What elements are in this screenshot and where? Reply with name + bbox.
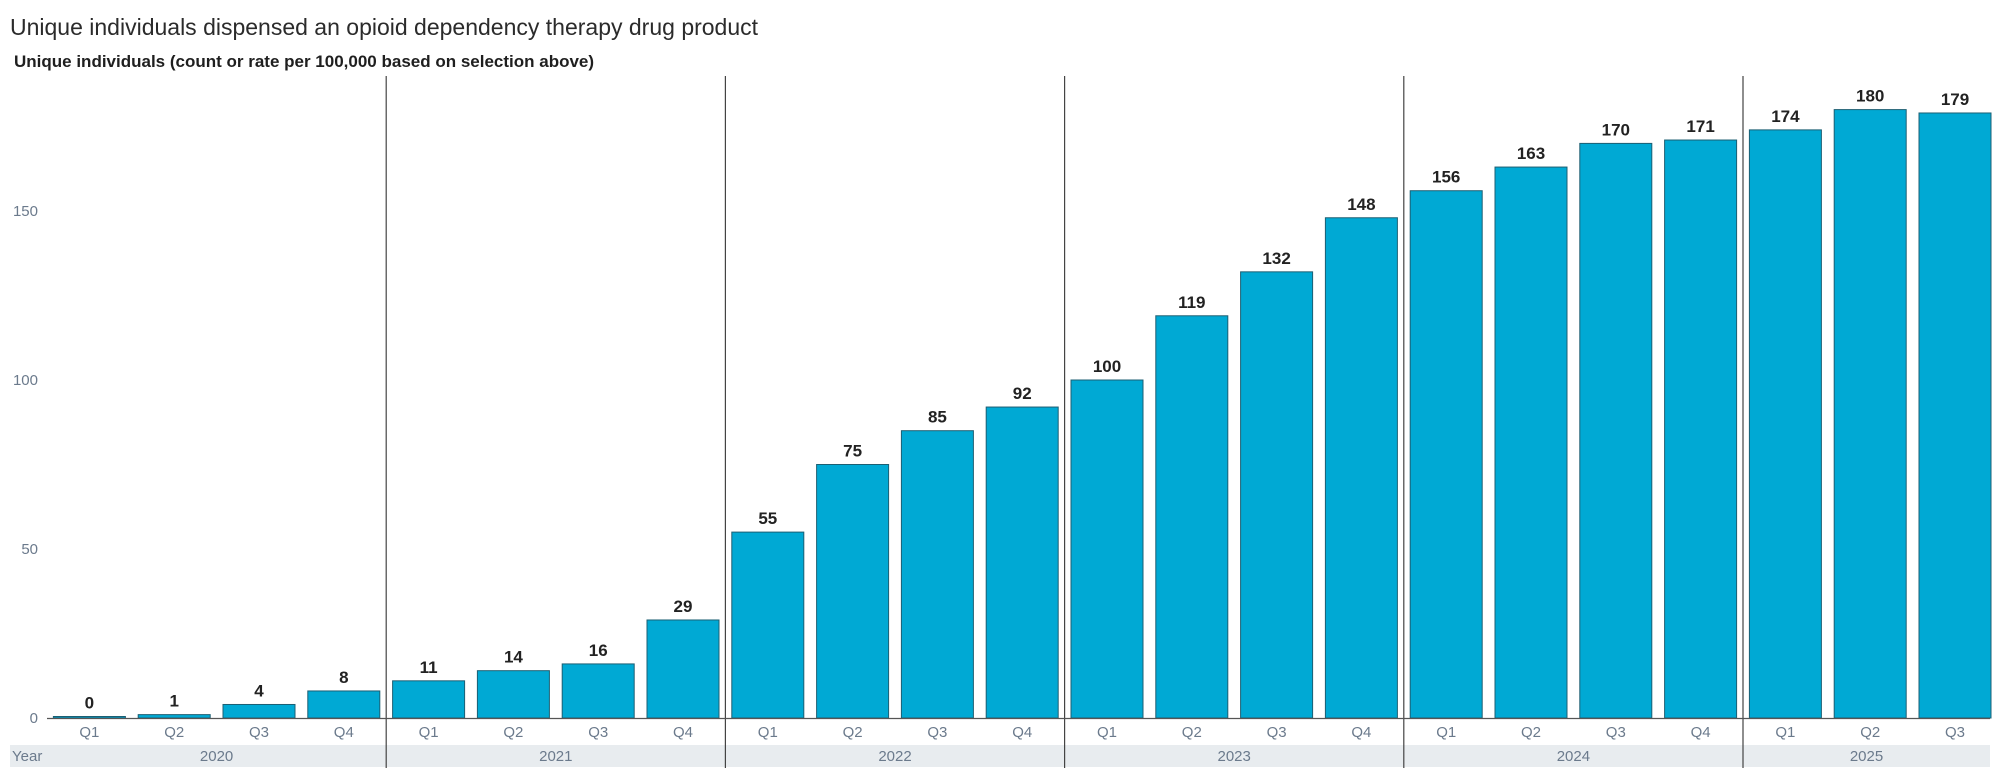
bar[interactable]: [985, 406, 1059, 719]
data-label: 11: [420, 658, 438, 677]
data-label: 119: [1178, 293, 1205, 312]
year-group-label: 2025: [1850, 748, 1883, 765]
bar[interactable]: [1664, 139, 1738, 719]
year-group-label: 2024: [1557, 748, 1590, 765]
data-label: 16: [589, 641, 608, 660]
bar[interactable]: [1494, 166, 1568, 719]
plot-area: Year 0 50 100 150 0 Q1 1 Q2 4 Q3 8 Q4 2020 11 Q1 14 Q2 16 Q…: [10, 76, 1992, 768]
data-label: 0: [85, 694, 94, 713]
year-group-label: 2023: [1218, 748, 1251, 765]
bar[interactable]: [1240, 271, 1314, 719]
x-tick-label: Q2: [1521, 724, 1541, 741]
x-tick-label: Q1: [758, 724, 778, 741]
bar[interactable]: [222, 703, 296, 719]
x-tick-label: Q3: [588, 724, 608, 741]
data-label: 180: [1856, 87, 1884, 106]
y-tick-label: 0: [30, 710, 38, 727]
data-label: 132: [1262, 249, 1290, 268]
bar[interactable]: [646, 619, 720, 719]
bar[interactable]: [1070, 379, 1144, 719]
chart-subtitle: Unique individuals (count or rate per 10…: [14, 52, 595, 71]
data-label: 55: [758, 509, 777, 528]
x-tick-label: Q1: [419, 724, 439, 741]
x-tick-label: Q2: [1182, 724, 1202, 741]
x-tick-label: Q1: [1775, 724, 1795, 741]
data-label: 156: [1432, 168, 1460, 187]
bar[interactable]: [561, 663, 635, 719]
bar[interactable]: [816, 464, 890, 719]
bar[interactable]: [392, 680, 466, 719]
y-tick-label: 150: [13, 203, 38, 220]
bar[interactable]: [476, 670, 550, 719]
year-group-label: 2021: [539, 748, 572, 765]
bar[interactable]: [52, 716, 126, 719]
y-tick-label: 50: [21, 541, 38, 558]
x-tick-label: Q1: [1436, 724, 1456, 741]
x-tick-label: Q2: [164, 724, 184, 741]
x-tick-label: Q2: [503, 724, 523, 741]
data-label: 163: [1517, 144, 1545, 163]
data-label: 170: [1602, 120, 1630, 139]
chart-title: Unique individuals dispensed an opioid d…: [10, 14, 759, 40]
x-tick-label: Q3: [1267, 724, 1287, 741]
bar[interactable]: [137, 714, 211, 719]
data-label: 148: [1347, 195, 1375, 214]
x-tick-label: Q4: [1691, 724, 1711, 741]
bar[interactable]: [1155, 315, 1229, 719]
x-tick-label: Q4: [1012, 724, 1032, 741]
data-label: 179: [1941, 90, 1969, 109]
x-axis-label: Year: [12, 748, 42, 765]
x-tick-label: Q3: [927, 724, 947, 741]
x-tick-label: Q3: [1606, 724, 1626, 741]
data-label: 100: [1093, 357, 1121, 376]
data-label: 8: [339, 668, 348, 687]
bar[interactable]: [307, 690, 381, 719]
x-tick-label: Q3: [1945, 724, 1965, 741]
bar[interactable]: [731, 531, 805, 719]
bar[interactable]: [1748, 129, 1822, 719]
data-label: 92: [1013, 384, 1032, 403]
x-tick-label: Q1: [1097, 724, 1117, 741]
data-label: 4: [254, 681, 264, 700]
x-tick-label: Q4: [673, 724, 693, 741]
x-tick-label: Q2: [843, 724, 863, 741]
data-label: 75: [843, 442, 862, 461]
year-group-label: 2022: [878, 748, 911, 765]
bar[interactable]: [1409, 190, 1483, 719]
x-tick-label: Q4: [334, 724, 354, 741]
x-tick-label: Q1: [79, 724, 99, 741]
year-band: [10, 745, 1990, 767]
x-tick-label: Q3: [249, 724, 269, 741]
year-group-label: 2020: [200, 748, 233, 765]
data-label: 171: [1686, 117, 1714, 136]
data-label: 29: [674, 597, 693, 616]
data-label: 14: [504, 648, 523, 667]
bar[interactable]: [1833, 109, 1907, 719]
bar[interactable]: [1918, 112, 1992, 719]
x-tick-label: Q2: [1860, 724, 1880, 741]
y-tick-label: 100: [13, 372, 38, 389]
data-label: 174: [1771, 107, 1800, 126]
bar[interactable]: [1324, 217, 1398, 719]
data-label: 85: [928, 408, 947, 427]
data-label: 1: [169, 692, 178, 711]
bar[interactable]: [1579, 142, 1653, 719]
x-tick-label: Q4: [1351, 724, 1371, 741]
bar[interactable]: [900, 430, 974, 719]
